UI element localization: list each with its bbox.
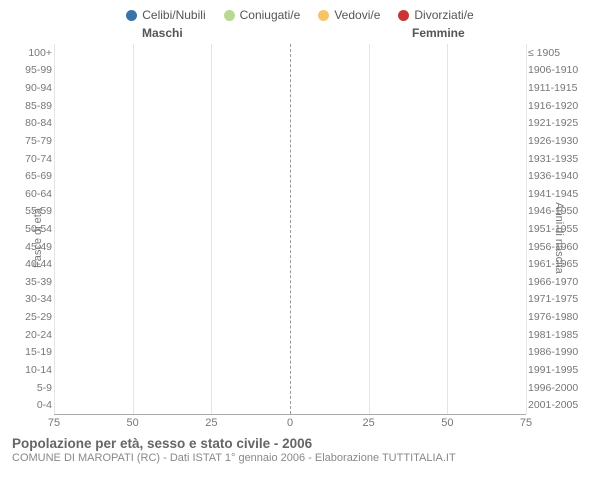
legend-label: Vedovi/e [334,8,380,22]
birth-label: 1946-1950 [528,206,578,217]
gridline [526,44,527,414]
age-label: 100+ [28,48,52,59]
legend-item: Coniugati/e [224,8,301,22]
age-label: 15-19 [25,347,52,358]
legend-item: Divorziati/e [398,8,473,22]
birth-year-labels: ≤ 1905 1906-1910 1911-1915 1916-1920 1921-19… [526,44,588,414]
x-tick: 75 [520,417,532,429]
header-female: Femmine [412,26,465,40]
age-label: 45-49 [25,242,52,253]
plot-area: Fasce di età Anni di nascita 100+95-9990… [12,44,588,432]
birth-label: 1956-1960 [528,242,578,253]
birth-label: 1906-1910 [528,65,578,76]
birth-label: 1996-2000 [528,383,578,394]
legend-label: Celibi/Nubili [142,8,205,22]
birth-label: 1931-1935 [528,154,578,165]
legend-swatch [126,10,137,21]
birth-label: 1971-1975 [528,294,578,305]
age-label: 55-59 [25,206,52,217]
x-tick: 25 [363,417,375,429]
birth-label: 1916-1920 [528,101,578,112]
x-tick: 50 [441,417,453,429]
age-label: 50-54 [25,224,52,235]
birth-label: ≤ 1905 [528,48,560,59]
legend-item: Vedovi/e [318,8,380,22]
birth-label: 1926-1930 [528,136,578,147]
age-label: 80-84 [25,118,52,129]
legend: Celibi/Nubili Coniugati/e Vedovi/e Divorzia… [12,8,588,22]
legend-swatch [224,10,235,21]
legend-label: Divorziati/e [414,8,473,22]
footer-title: Popolazione per età, sesso e stato civil… [12,436,588,451]
x-axis: 7550250255075 [54,414,526,432]
bars-area [54,44,526,414]
age-label: 35-39 [25,277,52,288]
x-tick: 75 [48,417,60,429]
birth-label: 1966-1970 [528,277,578,288]
legend-swatch [318,10,329,21]
legend-label: Coniugati/e [240,8,301,22]
age-label: 25-29 [25,312,52,323]
x-tick: 0 [287,417,293,429]
x-tick: 50 [127,417,139,429]
age-label: 70-74 [25,154,52,165]
birth-label: 1991-1995 [528,365,578,376]
age-label: 0-4 [37,400,52,411]
birth-label: 1951-1955 [528,224,578,235]
birth-label: 2001-2005 [528,400,578,411]
population-pyramid-chart: Celibi/Nubili Coniugati/e Vedovi/e Divorzia… [0,0,600,500]
birth-label: 1936-1940 [528,171,578,182]
age-label: 40-44 [25,259,52,270]
center-divider [290,44,291,414]
legend-item: Celibi/Nubili [126,8,205,22]
age-label: 10-14 [25,365,52,376]
birth-label: 1986-1990 [528,347,578,358]
birth-label: 1961-1965 [528,259,578,270]
age-label: 5-9 [37,383,52,394]
age-label: 95-99 [25,65,52,76]
birth-label: 1921-1925 [528,118,578,129]
header-male: Maschi [142,26,183,40]
age-label: 30-34 [25,294,52,305]
footer-subtitle: COMUNE DI MAROPATI (RC) - Dati ISTAT 1° … [12,452,588,464]
age-label: 75-79 [25,136,52,147]
x-tick: 25 [205,417,217,429]
birth-label: 1976-1980 [528,312,578,323]
age-label: 20-24 [25,330,52,341]
age-label: 90-94 [25,83,52,94]
birth-label: 1981-1985 [528,330,578,341]
gender-headers: Maschi Femmine [12,26,588,44]
legend-swatch [398,10,409,21]
age-labels: 100+ 95-99 90-94 85-89 80-84 75-79 70-74 65-69 6… [12,44,54,414]
birth-label: 1941-1945 [528,189,578,200]
birth-label: 1911-1915 [528,83,577,94]
age-label: 60-64 [25,189,52,200]
age-label: 85-89 [25,101,52,112]
chart-footer: Popolazione per età, sesso e stato civil… [12,436,588,464]
age-label: 65-69 [25,171,52,182]
